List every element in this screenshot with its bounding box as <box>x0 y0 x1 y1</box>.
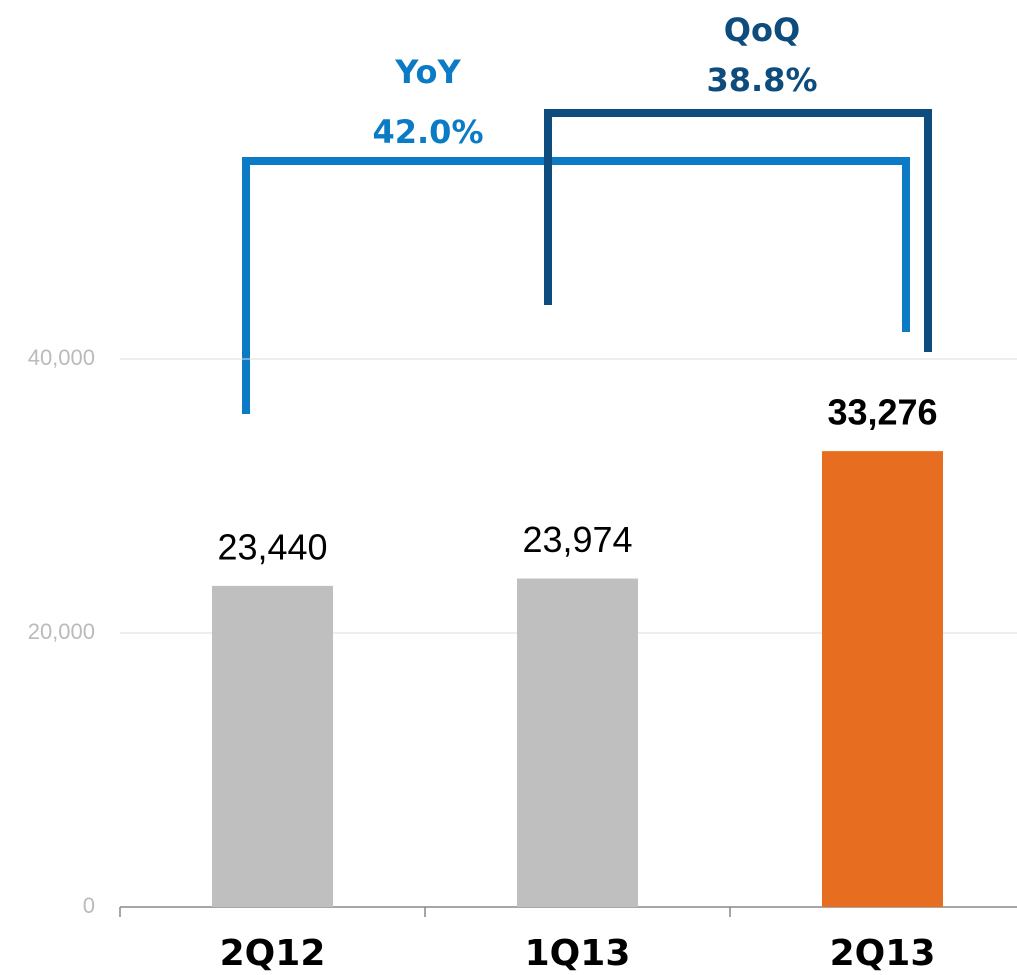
value-label: 33,276 <box>827 392 937 433</box>
bar <box>822 451 943 907</box>
value-label: 23,974 <box>522 519 632 560</box>
x-tick-label: 1Q13 <box>525 933 631 974</box>
x-tick-label: 2Q12 <box>220 933 326 974</box>
y-tick-label: 0 <box>83 893 95 918</box>
qoq-label: QoQ <box>724 11 800 49</box>
x-tick-label: 2Q13 <box>830 933 936 974</box>
qoq-value: 38.8% <box>706 61 817 99</box>
yoy-value: 42.0% <box>372 113 483 151</box>
qoq-bracket <box>544 109 932 352</box>
y-tick-label: 40,000 <box>28 345 95 370</box>
bar <box>517 578 638 907</box>
y-tick-label: 20,000 <box>28 619 95 644</box>
value-label: 23,440 <box>217 526 327 567</box>
bar <box>212 585 333 907</box>
yoy-label: YoY <box>394 53 461 91</box>
yoy-bracket <box>242 157 910 414</box>
